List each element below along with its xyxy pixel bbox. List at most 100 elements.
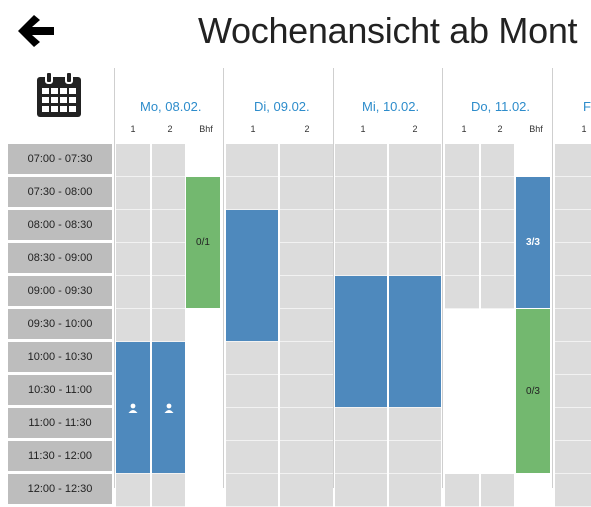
day-header-mo[interactable]: Mo, 08.02.: [140, 99, 202, 114]
time-cell[interactable]: [335, 243, 387, 276]
day-header-do[interactable]: Do, 11.02.: [471, 99, 531, 114]
time-cell[interactable]: [555, 276, 591, 309]
time-cell[interactable]: [226, 441, 278, 474]
booking-block-mo-1[interactable]: [116, 342, 150, 473]
sub-header: Bhf: [199, 124, 213, 134]
time-cell[interactable]: [389, 474, 441, 507]
time-cell[interactable]: [555, 408, 591, 441]
time-cell[interactable]: [335, 408, 387, 441]
time-slot-label: 11:00 - 11:30: [8, 408, 112, 438]
time-cell[interactable]: [445, 243, 479, 276]
time-cell[interactable]: [445, 210, 479, 243]
time-cell[interactable]: [116, 177, 150, 210]
time-cell[interactable]: [445, 474, 479, 507]
time-cell[interactable]: [226, 408, 278, 441]
time-cell[interactable]: [555, 144, 591, 177]
time-cell[interactable]: [152, 210, 185, 243]
time-cell[interactable]: [445, 276, 479, 309]
time-slot-label: 10:00 - 10:30: [8, 342, 112, 372]
time-cell[interactable]: [280, 441, 333, 474]
time-cell[interactable]: [280, 210, 333, 243]
time-cell[interactable]: [445, 144, 479, 177]
time-cell[interactable]: [555, 441, 591, 474]
time-slot-label: 08:30 - 09:00: [8, 243, 112, 273]
time-cell[interactable]: [152, 177, 185, 210]
time-cell[interactable]: [152, 309, 185, 342]
time-cell[interactable]: [555, 309, 591, 342]
time-cell[interactable]: [116, 243, 150, 276]
user-icon: [164, 403, 173, 413]
time-slot-label: 07:00 - 07:30: [8, 144, 112, 174]
booking-block-mo-bhf[interactable]: 0/1: [186, 177, 220, 308]
time-cell[interactable]: [335, 210, 387, 243]
time-cell[interactable]: [226, 177, 278, 210]
time-cell[interactable]: [555, 177, 591, 210]
time-cell[interactable]: [280, 177, 333, 210]
time-cell[interactable]: [280, 309, 333, 342]
time-cell[interactable]: [116, 210, 150, 243]
time-cell[interactable]: [280, 144, 333, 177]
booking-block-do-bhf-1[interactable]: 3/3: [516, 177, 550, 308]
day-header-mi[interactable]: Mi, 10.02.: [362, 99, 420, 114]
time-cell[interactable]: [555, 342, 591, 375]
column-divider: [552, 68, 553, 488]
time-cell[interactable]: [335, 144, 387, 177]
time-cell[interactable]: [335, 474, 387, 507]
day-header-fr[interactable]: F: [583, 99, 591, 114]
booking-block-mi-1[interactable]: [335, 276, 387, 407]
time-cell[interactable]: [481, 474, 514, 507]
time-cell[interactable]: [481, 177, 514, 210]
time-cell[interactable]: [389, 144, 441, 177]
time-cell[interactable]: [389, 210, 441, 243]
time-cell[interactable]: [226, 144, 278, 177]
sub-header: 1: [250, 124, 256, 134]
time-cell[interactable]: [555, 375, 591, 408]
time-cell[interactable]: [389, 177, 441, 210]
calendar-icon[interactable]: [34, 70, 84, 120]
booking-block-di-1[interactable]: [226, 210, 278, 341]
time-cell[interactable]: [280, 408, 333, 441]
time-cell[interactable]: [389, 408, 441, 441]
sub-header: 1: [581, 124, 587, 134]
booking-block-mo-2[interactable]: [152, 342, 185, 473]
time-cell[interactable]: [555, 243, 591, 276]
time-cell[interactable]: [152, 144, 185, 177]
booking-block-mi-2[interactable]: [389, 276, 441, 407]
time-slot-label: 11:30 - 12:00: [8, 441, 112, 471]
time-cell[interactable]: [116, 309, 150, 342]
time-cell[interactable]: [280, 375, 333, 408]
time-cell[interactable]: [555, 474, 591, 507]
time-cell[interactable]: [335, 441, 387, 474]
time-cell[interactable]: [481, 243, 514, 276]
time-cell[interactable]: [389, 441, 441, 474]
booking-block-do-bhf-2[interactable]: 0/3: [516, 309, 550, 473]
time-cell[interactable]: [226, 342, 278, 375]
day-header-di[interactable]: Di, 09.02.: [254, 99, 310, 114]
sub-header: Bhf: [529, 124, 543, 134]
time-cell[interactable]: [280, 276, 333, 309]
sub-header: 1: [360, 124, 366, 134]
time-cell[interactable]: [116, 474, 150, 507]
time-cell[interactable]: [389, 243, 441, 276]
time-cell[interactable]: [445, 177, 479, 210]
time-cell[interactable]: [481, 144, 514, 177]
time-cell[interactable]: [152, 276, 185, 309]
time-slot-label: 09:00 - 09:30: [8, 276, 112, 306]
time-cell[interactable]: [152, 243, 185, 276]
sub-header: 1: [130, 124, 136, 134]
time-cell[interactable]: [116, 144, 150, 177]
time-cell[interactable]: [280, 474, 333, 507]
user-icon: [128, 403, 138, 413]
time-cell[interactable]: [555, 210, 591, 243]
grid-column-fr-1: [555, 144, 591, 507]
back-arrow-icon[interactable]: [12, 8, 58, 54]
time-cell[interactable]: [152, 474, 185, 507]
time-cell[interactable]: [335, 177, 387, 210]
time-cell[interactable]: [481, 276, 514, 309]
time-cell[interactable]: [481, 210, 514, 243]
time-cell[interactable]: [116, 276, 150, 309]
time-cell[interactable]: [226, 474, 278, 507]
time-cell[interactable]: [226, 375, 278, 408]
time-cell[interactable]: [280, 243, 333, 276]
time-cell[interactable]: [280, 342, 333, 375]
